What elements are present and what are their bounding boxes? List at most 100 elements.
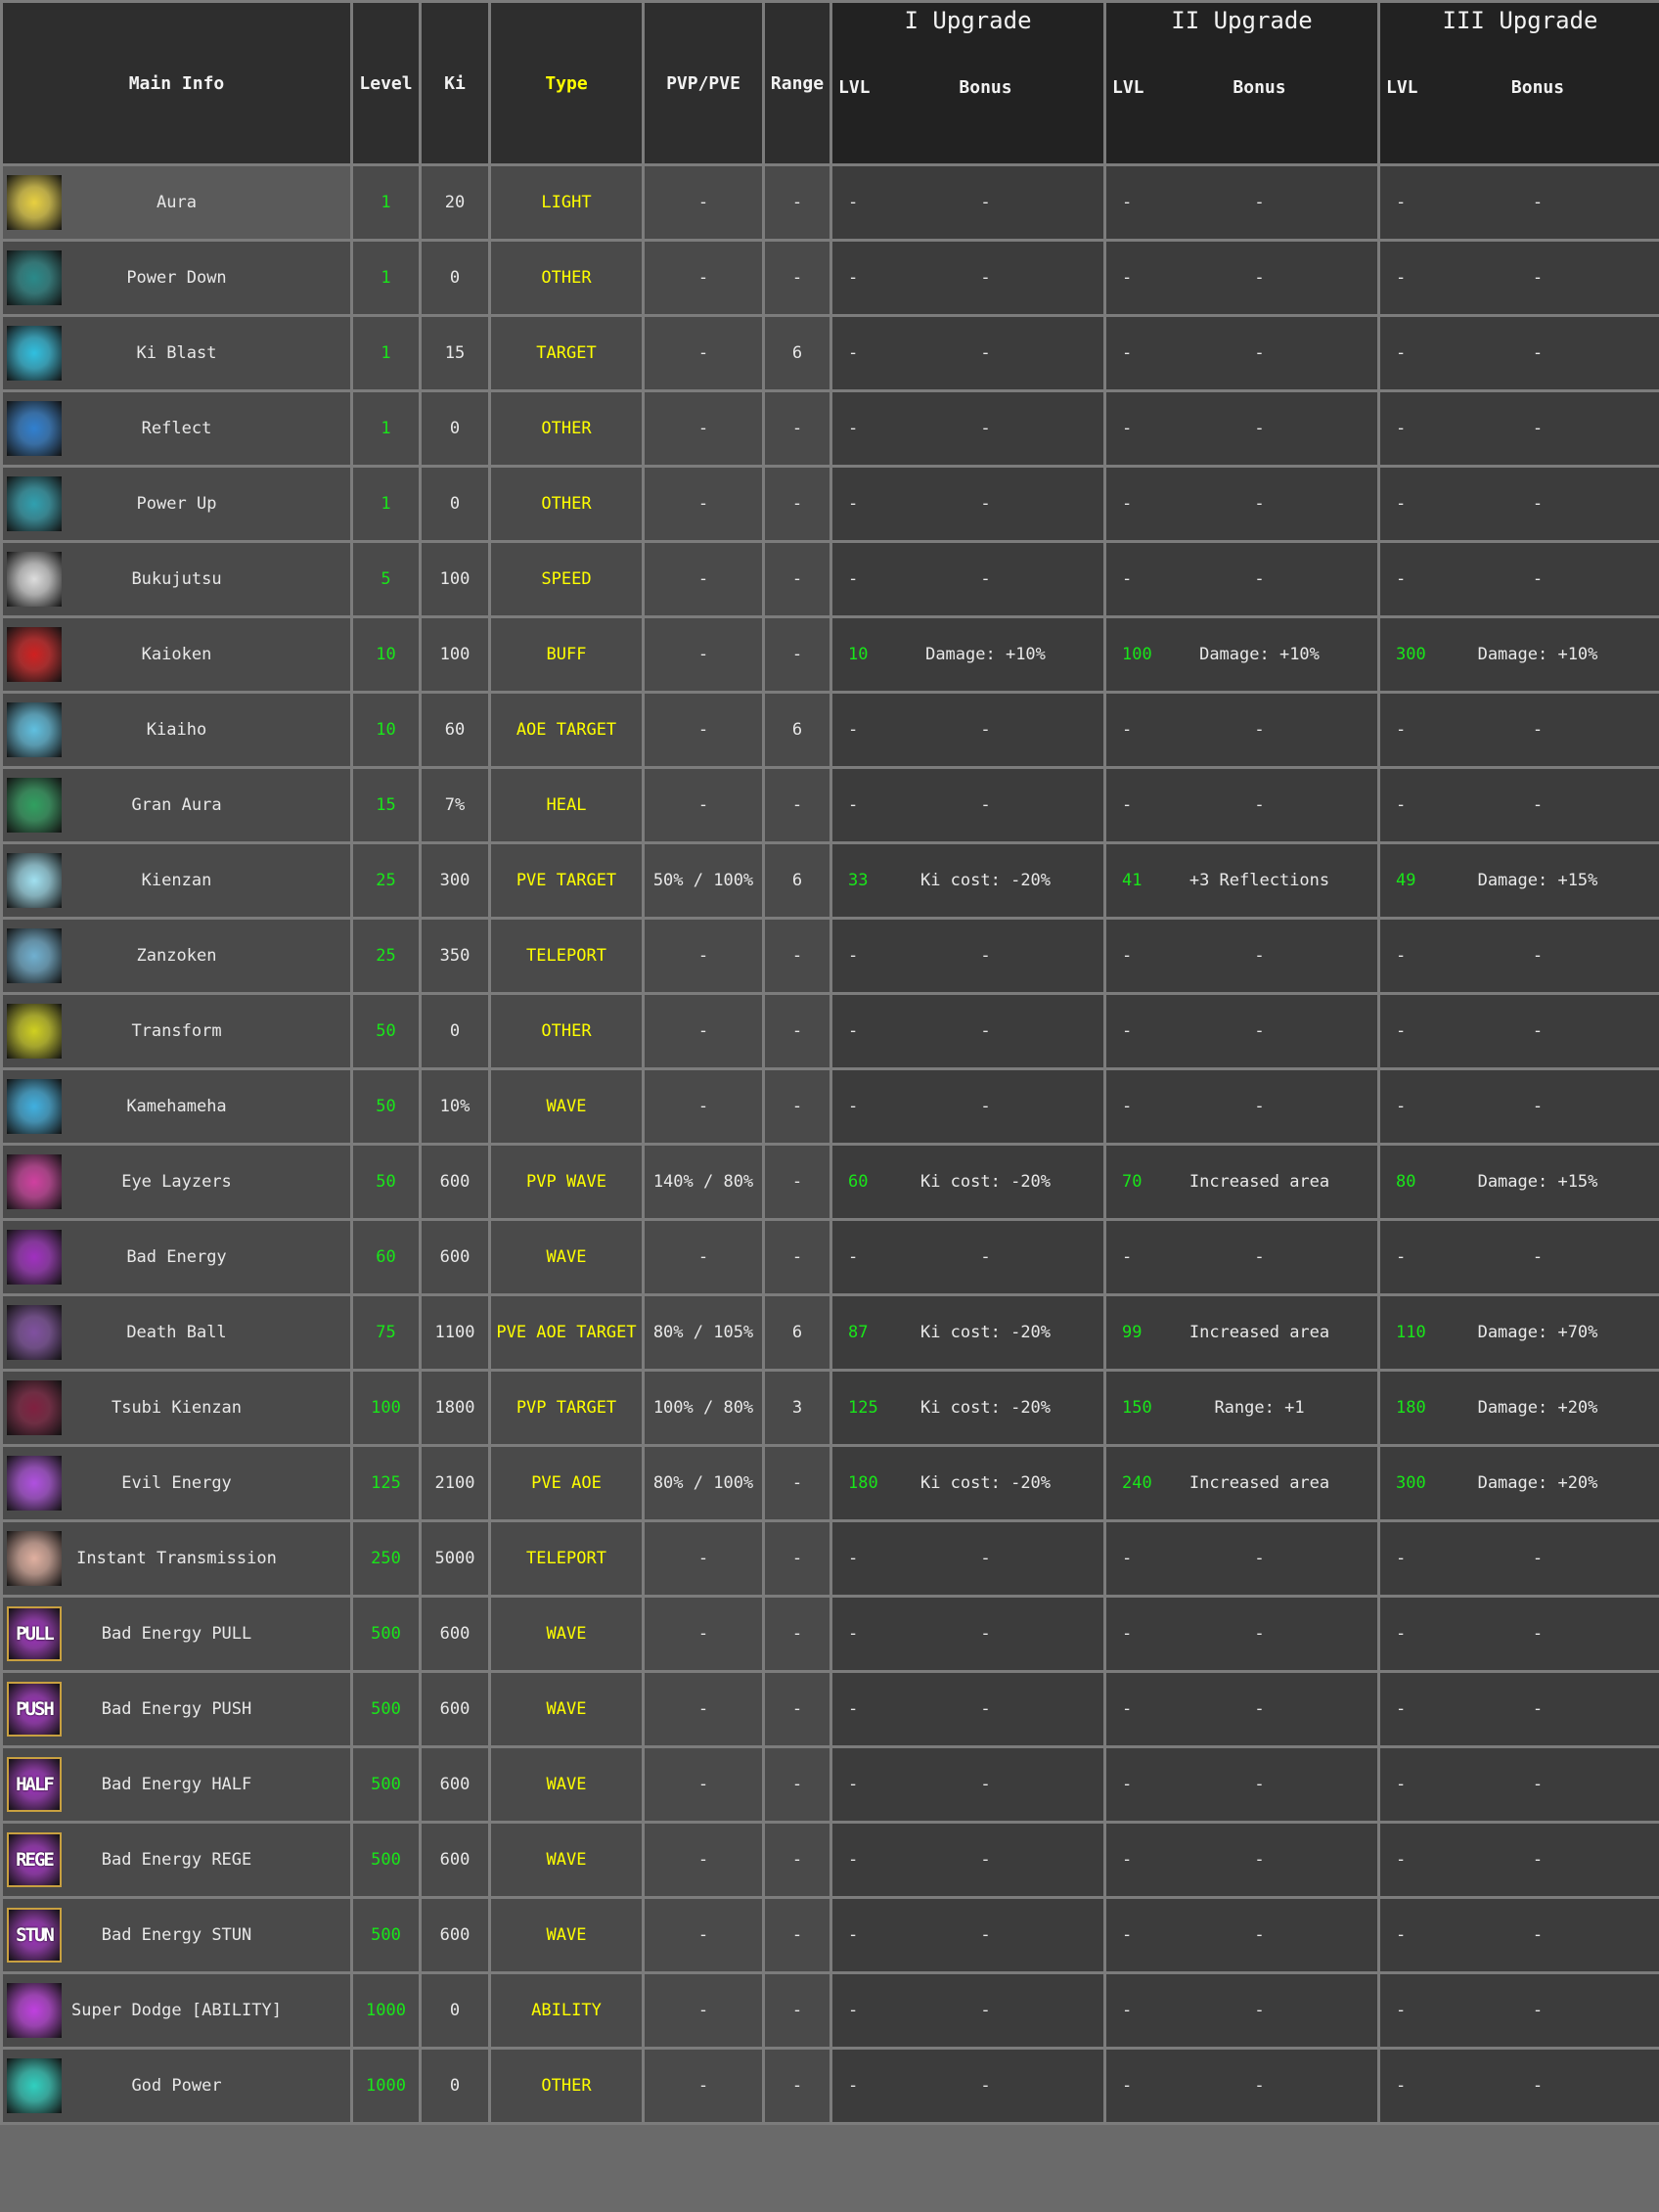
table-row[interactable]: Super Dodge [ABILITY] 1000 0 ABILITY - - - - - - -… xyxy=(3,1974,1659,2047)
table-row[interactable]: Power Up 1 0 OTHER - - - - - - - - xyxy=(3,468,1659,540)
table-row[interactable]: Eye Layzers 50 600 PVP WAVE 140% / 80% -60 Ki … xyxy=(3,1146,1659,1218)
table-row[interactable]: HALF Bad Energy HALF 500 600 WAVE - - - - - - - - xyxy=(3,1748,1659,1821)
upgrade-bonus: - xyxy=(980,795,991,815)
table-row[interactable]: Gran Aura 15 7% HEAL - - - - - - - - xyxy=(3,769,1659,841)
upgrade-bonus: - xyxy=(1532,2001,1544,2020)
upgrade-level: - xyxy=(848,1624,859,1644)
table-row[interactable]: Kamehameha 50 10% WAVE - - - - - - - - xyxy=(3,1070,1659,1143)
upgrade-3-cell: -- xyxy=(1380,1522,1659,1595)
upgrade-2-cell: -- xyxy=(1106,1824,1377,1896)
table-row[interactable]: Evil Energy 125 2100 PVE AOE 80% / 100% -180 K… xyxy=(3,1447,1659,1519)
skill-name: Kaioken xyxy=(141,645,212,664)
skill-name: Bad Energy PULL xyxy=(101,1624,252,1644)
upgrade-level: - xyxy=(848,1699,859,1719)
upgrade-level: - xyxy=(1396,419,1407,438)
upgrade-1-cell: -- xyxy=(832,1899,1103,1971)
table-row[interactable]: Instant Transmission 250 5000 TELEPORT - - - - -… xyxy=(3,1522,1659,1595)
kamehameha-icon xyxy=(7,1079,62,1134)
table-row[interactable]: Death Ball 75 1100 PVE AOE TARGET 80% / 105%… xyxy=(3,1296,1659,1369)
upgrade-bonus: - xyxy=(1532,1624,1544,1644)
pvp-pve-cell: - xyxy=(645,1598,762,1670)
upgrade-bonus: Damage: +20% xyxy=(1477,1473,1598,1493)
upgrade-bonus: - xyxy=(980,1549,991,1568)
level-cell: 500 xyxy=(353,1748,419,1821)
table-row[interactable]: Aura 1 20 LIGHT - - - - - - - - xyxy=(3,166,1659,239)
upgrade-bonus: - xyxy=(1532,720,1544,740)
ki-cell: 600 xyxy=(422,1824,488,1896)
table-row[interactable]: PUSH Bad Energy PUSH 500 600 WAVE - - - - - - - - xyxy=(3,1673,1659,1745)
table-row[interactable]: Reflect 1 0 OTHER - - - - - - - - xyxy=(3,392,1659,465)
table-row[interactable]: God Power 1000 0 OTHER - - - - - - - - xyxy=(3,2050,1659,2122)
skill-name: Ki Blast xyxy=(136,343,217,363)
range-cell: - xyxy=(765,1598,830,1670)
table-row[interactable]: Ki Blast 1 15 TARGET -6- - - - - - xyxy=(3,317,1659,389)
table-row[interactable]: Tsubi Kienzan 100 1800 PVP TARGET 100% / 80%… xyxy=(3,1372,1659,1444)
upgrade-level: - xyxy=(848,343,859,363)
bad-energy-half-icon: HALF xyxy=(7,1757,62,1812)
range-cell: 3 xyxy=(765,1372,830,1444)
upgrade-3-cell: -- xyxy=(1380,392,1659,465)
upgrade-bonus: - xyxy=(1254,494,1265,514)
table-row[interactable]: STUN Bad Energy STUN 500 600 WAVE - - - - - - - - xyxy=(3,1899,1659,1971)
range-cell: - xyxy=(765,995,830,1067)
type-cell: HEAL xyxy=(491,769,642,841)
upgrade-level: 180 xyxy=(1396,1398,1426,1418)
main-info-cell: REGE Bad Energy REGE xyxy=(3,1824,350,1896)
upgrade-level: - xyxy=(1396,795,1407,815)
upgrade-level: 33 xyxy=(848,871,869,890)
upgrade-bonus: - xyxy=(1254,1925,1265,1945)
header-upgrade-2: II Upgrade LVL Bonus xyxy=(1106,3,1377,163)
tsubi-kienzan-icon xyxy=(7,1380,62,1435)
upgrade-2-cell: 240 Increased area xyxy=(1106,1447,1377,1519)
table-row[interactable]: Kiaiho 10 60 AOE TARGET -6- - - - - - xyxy=(3,694,1659,766)
upgrade-bonus: - xyxy=(1532,1850,1544,1870)
pvp-pve-cell: - xyxy=(645,317,762,389)
upgrade-2-cell: 41 +3 Reflections xyxy=(1106,844,1377,917)
level-cell: 1 xyxy=(353,166,419,239)
table-row[interactable]: Zanzoken 25 350 TELEPORT - - - - - - - - xyxy=(3,920,1659,992)
upgrade-1-cell: -- xyxy=(832,1221,1103,1293)
upgrade-bonus: Damage: +70% xyxy=(1477,1323,1598,1342)
ki-cell: 10% xyxy=(422,1070,488,1143)
upgrade-2-cell: -- xyxy=(1106,694,1377,766)
upgrade-2-cell: 150 Range: +1 xyxy=(1106,1372,1377,1444)
table-row[interactable]: Kaioken 10 100 BUFF - -10 Damage: +10% 100 Damag… xyxy=(3,618,1659,691)
upgrade-bonus: - xyxy=(980,419,991,438)
type-cell: LIGHT xyxy=(491,166,642,239)
upgrade-1-cell: -- xyxy=(832,1673,1103,1745)
power-down-icon xyxy=(7,250,62,305)
level-cell: 5 xyxy=(353,543,419,615)
range-cell: 6 xyxy=(765,317,830,389)
upgrade-3-cell: -- xyxy=(1380,1598,1659,1670)
upgrade-bonus: - xyxy=(1532,494,1544,514)
upgrade-bonus: - xyxy=(1532,268,1544,288)
main-info-cell: Tsubi Kienzan xyxy=(3,1372,350,1444)
table-row[interactable]: REGE Bad Energy REGE 500 600 WAVE - - - - - - - - xyxy=(3,1824,1659,1896)
table-row[interactable]: Power Down 1 0 OTHER - - - - - - - - xyxy=(3,242,1659,314)
range-cell: - xyxy=(765,2050,830,2122)
upgrade-level: 100 xyxy=(1122,645,1152,664)
range-cell: - xyxy=(765,1673,830,1745)
table-row[interactable]: Bukujutsu 5 100 SPEED - - - - - - - - xyxy=(3,543,1659,615)
type-cell: WAVE xyxy=(491,1673,642,1745)
upgrade-bonus: - xyxy=(1254,193,1265,212)
table-row[interactable]: Kienzan 25 300 PVE TARGET 50% / 100% 6 33 Ki co… xyxy=(3,844,1659,917)
pvp-pve-cell: 140% / 80% xyxy=(645,1146,762,1218)
upgrade-level: - xyxy=(1396,2076,1407,2096)
upgrade-1-cell: -- xyxy=(832,920,1103,992)
upgrade-1-cell: -- xyxy=(832,1522,1103,1595)
upgrade-level: - xyxy=(1122,720,1133,740)
table-row[interactable]: PULL Bad Energy PULL 500 600 WAVE - - - - - - - - xyxy=(3,1598,1659,1670)
table-row[interactable]: Bad Energy 60 600 WAVE - - - - - - - - xyxy=(3,1221,1659,1293)
upgrade-bonus: - xyxy=(1254,2076,1265,2096)
bad-energy-push-icon: PUSH xyxy=(7,1682,62,1737)
upgrade-1-cell: -- xyxy=(832,2050,1103,2122)
upgrade-level: - xyxy=(1122,1247,1133,1267)
upgrade-level: - xyxy=(1122,1097,1133,1116)
main-info-cell: Evil Energy xyxy=(3,1447,350,1519)
table-row[interactable]: Transform 50 0 OTHER - - - - - - - - xyxy=(3,995,1659,1067)
pvp-pve-cell: - xyxy=(645,543,762,615)
pvp-pve-cell: - xyxy=(645,1899,762,1971)
ki-cell: 600 xyxy=(422,1748,488,1821)
range-cell: - xyxy=(765,920,830,992)
